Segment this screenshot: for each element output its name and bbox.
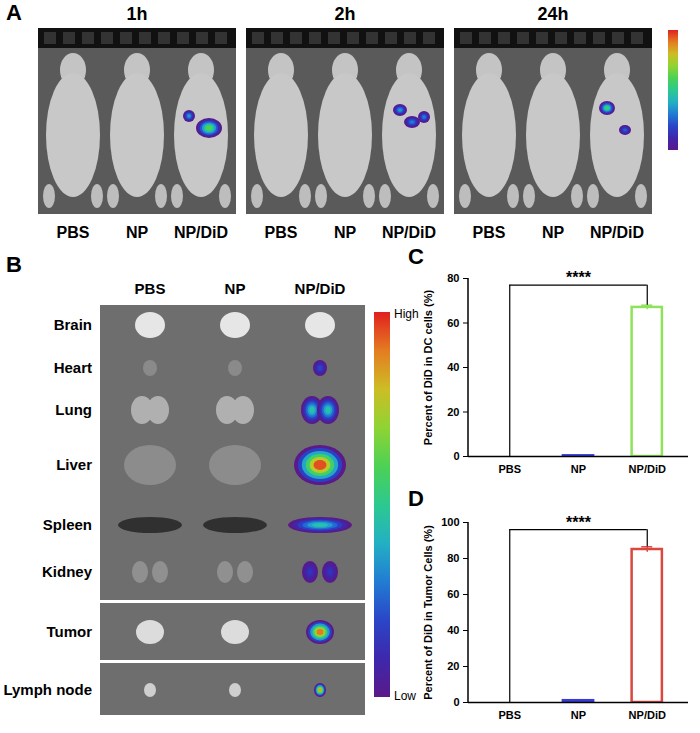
svg-text:80: 80 [447, 552, 459, 564]
svg-text:Brain: Brain [54, 316, 92, 333]
svg-text:NP/DiD: NP/DiD [295, 280, 346, 297]
svg-text:PBS: PBS [473, 224, 506, 241]
svg-text:60: 60 [447, 588, 459, 600]
svg-text:60: 60 [447, 317, 459, 329]
svg-text:PBS: PBS [498, 709, 521, 721]
svg-text:0: 0 [453, 450, 459, 462]
svg-text:Percent of DiD in DC cells (%): Percent of DiD in DC cells (%) [422, 290, 434, 446]
svg-text:****: **** [566, 514, 592, 531]
svg-text:NP: NP [225, 280, 246, 297]
svg-text:A: A [6, 0, 22, 25]
svg-text:Lymph node: Lymph node [3, 681, 92, 698]
svg-text:PBS: PBS [57, 224, 90, 241]
svg-text:Heart: Heart [54, 359, 92, 376]
svg-text:Liver: Liver [56, 456, 92, 473]
svg-text:0: 0 [453, 696, 459, 708]
svg-text:40: 40 [447, 361, 459, 373]
svg-text:B: B [6, 252, 22, 277]
svg-text:C: C [408, 244, 424, 269]
svg-text:NP: NP [334, 224, 357, 241]
svg-text:Spleen: Spleen [43, 516, 92, 533]
svg-text:Kidney: Kidney [42, 563, 93, 580]
svg-text:NP: NP [571, 463, 586, 475]
svg-text:1h: 1h [126, 4, 147, 24]
svg-text:High: High [394, 307, 419, 321]
svg-text:20: 20 [447, 660, 459, 672]
svg-text:PBS: PBS [498, 463, 521, 475]
svg-text:NP/DiD: NP/DiD [629, 463, 666, 475]
svg-text:PBS: PBS [135, 280, 166, 297]
svg-text:PBS: PBS [265, 224, 298, 241]
svg-text:D: D [408, 486, 424, 511]
svg-text:40: 40 [447, 624, 459, 636]
svg-text:20: 20 [447, 406, 459, 418]
svg-text:Tumor: Tumor [46, 623, 92, 640]
svg-text:Percent of DiD in Tumor Cells: Percent of DiD in Tumor Cells (%) [422, 525, 434, 700]
svg-text:2h: 2h [334, 4, 355, 24]
svg-text:80: 80 [447, 272, 459, 284]
svg-text:NP: NP [542, 224, 565, 241]
svg-text:NP/DiD: NP/DiD [629, 709, 666, 721]
svg-text:100: 100 [441, 516, 459, 528]
svg-text:NP/DiD: NP/DiD [174, 224, 228, 241]
svg-text:NP/DiD: NP/DiD [382, 224, 436, 241]
svg-text:NP: NP [126, 224, 149, 241]
svg-text:NP/DiD: NP/DiD [590, 224, 644, 241]
svg-text:24h: 24h [537, 4, 568, 24]
svg-text:Low: Low [394, 689, 416, 703]
svg-text:NP: NP [571, 709, 586, 721]
svg-text:Lung: Lung [55, 401, 92, 418]
svg-text:****: **** [566, 269, 592, 286]
